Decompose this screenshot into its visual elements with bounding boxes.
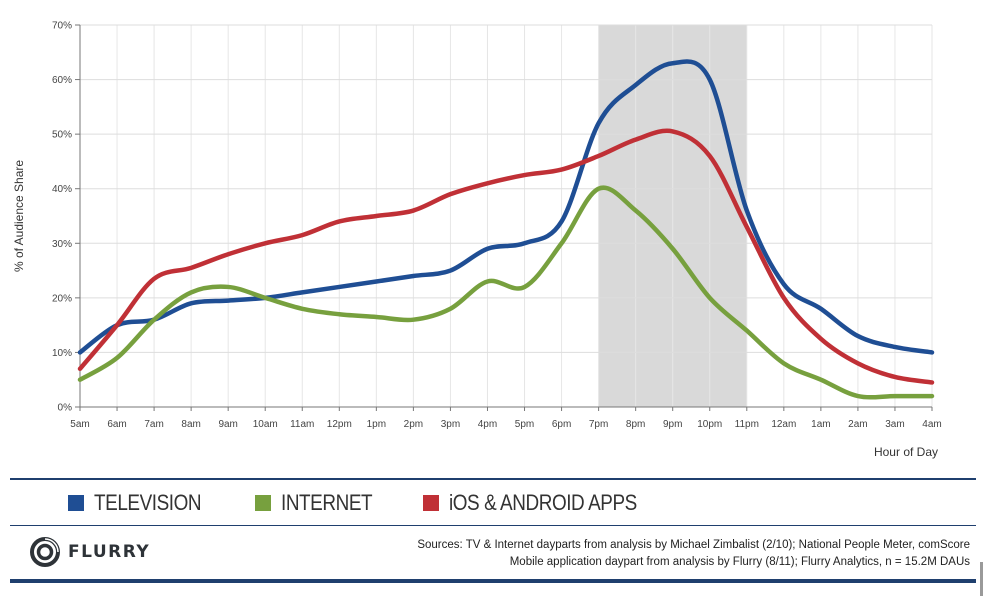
- x-tick-label: 6pm: [552, 419, 571, 430]
- x-axis-title: Hour of Day: [874, 445, 938, 459]
- y-tick-label: 30%: [52, 239, 72, 250]
- legend-item-internet: INTERNET: [254, 489, 387, 516]
- x-tick-label: 1pm: [367, 419, 386, 430]
- x-tick-label: 12am: [771, 419, 796, 430]
- sources-line-2: Mobile application daypart from analysis…: [509, 556, 970, 568]
- y-tick-label: 60%: [52, 75, 72, 86]
- x-tick-label: 8pm: [626, 419, 645, 430]
- x-tick-label: 3pm: [441, 419, 460, 430]
- x-tick-label: 3am: [885, 419, 904, 430]
- legend-label-apps: iOS & ANDROID APPS: [448, 489, 637, 515]
- legend-label-internet: INTERNET: [280, 489, 373, 515]
- x-tick-label: 8am: [181, 419, 200, 430]
- series-line-ios-android-apps: [77, 128, 935, 385]
- y-tick-label: 0%: [58, 403, 73, 414]
- legend-swatch-television: [68, 494, 84, 511]
- x-tick-label: 7am: [144, 419, 163, 430]
- series-line-television: [77, 59, 935, 355]
- x-tick-label: 5am: [70, 419, 89, 430]
- x-tick-label: 2pm: [404, 419, 423, 430]
- x-tick-label: 4pm: [478, 419, 497, 430]
- x-tick-label: 10am: [253, 419, 278, 430]
- legend-swatch-internet: [254, 494, 271, 511]
- flurry-logo-text: FLURRY: [68, 542, 151, 562]
- legend: TELEVISION INTERNET iOS & ANDROID APPS: [10, 478, 976, 526]
- series-line-internet: [77, 185, 935, 400]
- legend-label-television: TELEVISION: [94, 489, 202, 515]
- sources-line-1: Sources: TV & Internet dayparts from ana…: [417, 539, 970, 551]
- x-tick-label: 9am: [218, 419, 237, 430]
- x-tick-label: 11am: [290, 419, 314, 430]
- flurry-logo: FLURRY: [30, 537, 150, 567]
- x-tick-label: 7pm: [589, 419, 608, 430]
- x-tick-label: 5pm: [515, 419, 534, 430]
- y-tick-label: 20%: [52, 293, 72, 304]
- x-tick-label: 1am: [811, 419, 830, 430]
- x-tick-label: 6am: [107, 419, 126, 430]
- y-tick-label: 50%: [52, 130, 72, 141]
- y-axis-title: % of Audience Share: [12, 160, 26, 272]
- edge-divider: [980, 562, 983, 596]
- footer: FLURRY Sources: TV & Internet dayparts f…: [10, 527, 976, 583]
- legend-swatch-apps: [422, 494, 439, 511]
- sources-note: Sources: TV & Internet dayparts from ana…: [417, 537, 970, 571]
- x-tick-label: 9pm: [663, 419, 682, 430]
- y-tick-label: 10%: [52, 348, 72, 359]
- x-tick-label: 4am: [922, 419, 941, 430]
- x-tick-label: 12pm: [327, 419, 352, 430]
- x-tick-label: 2am: [848, 419, 867, 430]
- y-tick-label: 40%: [52, 184, 72, 195]
- legend-item-apps: iOS & ANDROID APPS: [422, 489, 667, 516]
- audience-share-chart: 0% 10% 20% 30% 40% 50% 60% 70% 5am 6am 7am 8am 9am 10…: [12, 21, 942, 460]
- flurry-logo-icon: [30, 537, 60, 567]
- x-tick-label: 10pm: [697, 419, 722, 430]
- x-tick-label: 11pm: [735, 419, 759, 430]
- y-tick-label: 70%: [52, 21, 72, 32]
- legend-item-television: TELEVISION: [68, 490, 219, 516]
